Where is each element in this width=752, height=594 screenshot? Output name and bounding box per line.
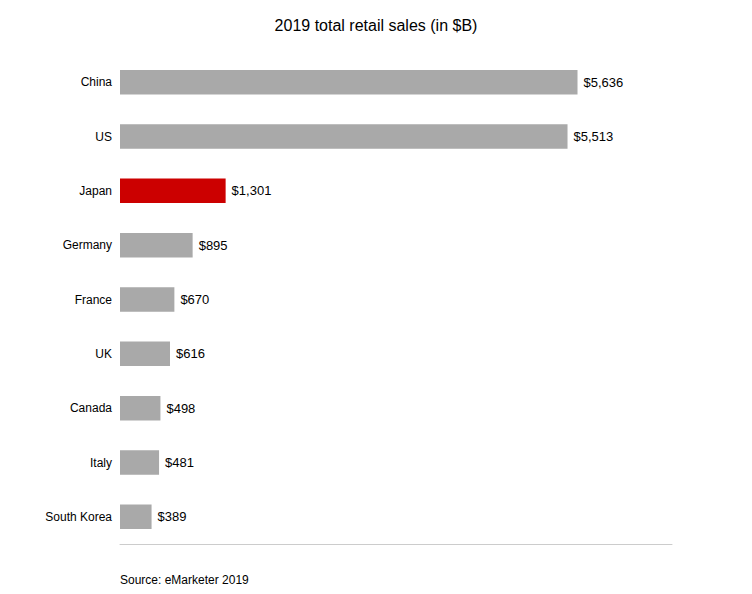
svg-text:Source: eMarketer 2019: Source: eMarketer 2019 bbox=[120, 573, 249, 587]
svg-text:$616: $616 bbox=[176, 346, 205, 361]
svg-text:France: France bbox=[75, 293, 113, 307]
svg-text:China: China bbox=[81, 75, 113, 89]
svg-text:$5,636: $5,636 bbox=[584, 75, 624, 90]
svg-text:US: US bbox=[95, 130, 112, 144]
svg-text:$895: $895 bbox=[199, 238, 228, 253]
svg-text:Japan: Japan bbox=[79, 184, 112, 198]
svg-text:$1,301: $1,301 bbox=[232, 183, 272, 198]
svg-text:UK: UK bbox=[95, 347, 112, 361]
svg-text:Canada: Canada bbox=[70, 401, 112, 415]
svg-text:Germany: Germany bbox=[63, 238, 112, 252]
svg-text:2019 total retail sales (in $B: 2019 total retail sales (in $B) bbox=[275, 17, 478, 34]
svg-text:$670: $670 bbox=[180, 292, 209, 307]
svg-text:$498: $498 bbox=[166, 401, 195, 416]
svg-text:$5,513: $5,513 bbox=[574, 129, 614, 144]
svg-text:$389: $389 bbox=[158, 509, 187, 524]
svg-text:$481: $481 bbox=[165, 455, 194, 470]
svg-text:South Korea: South Korea bbox=[45, 510, 112, 524]
svg-text:Italy: Italy bbox=[90, 456, 112, 470]
